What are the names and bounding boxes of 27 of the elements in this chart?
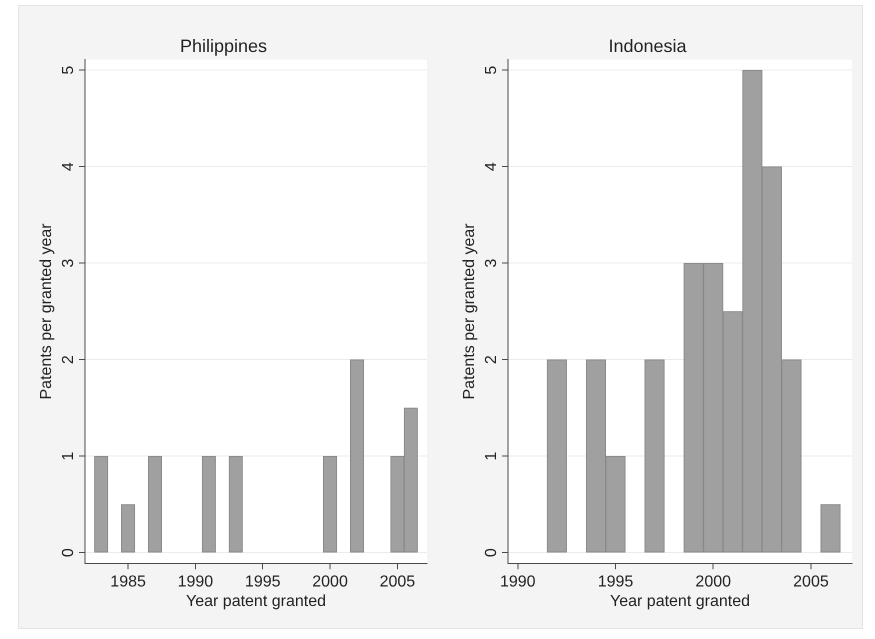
x-tick-label: 1995 [244,573,281,590]
y-tick-label: 1 [482,452,500,461]
y-tick-label: 0 [60,548,77,558]
x-axis-title: Year patent granted [186,592,326,610]
x-tick-label: 2005 [793,573,829,590]
y-tick-label: 4 [482,162,500,172]
y-tick-label: 2 [482,355,500,364]
y-tick-label: 5 [482,66,500,75]
y-axis-title: Patents per granted year [461,222,478,400]
x-axis-title: Year patent granted [610,592,750,610]
x-tick-label: 2000 [312,573,348,590]
y-tick-label: 0 [482,548,500,558]
y-tick-label: 1 [60,452,77,461]
x-tick-label: 1990 [178,573,214,590]
x-tick-label: 2000 [695,573,732,590]
y-tick-label: 2 [60,355,77,364]
x-tick-label: 1990 [500,573,536,590]
chart-title: Philippines [180,36,268,56]
y-tick-label: 3 [482,258,500,268]
y-tick-label: 4 [60,162,77,172]
chart-title: Indonesia [608,36,688,56]
x-tick-label: 2005 [380,573,416,590]
x-tick-label: 1995 [598,573,634,590]
y-tick-label: 3 [60,258,77,268]
y-axis-title: Patents per granted year [38,222,56,400]
y-tick-label: 5 [60,66,77,75]
x-tick-label: 1985 [110,573,146,590]
